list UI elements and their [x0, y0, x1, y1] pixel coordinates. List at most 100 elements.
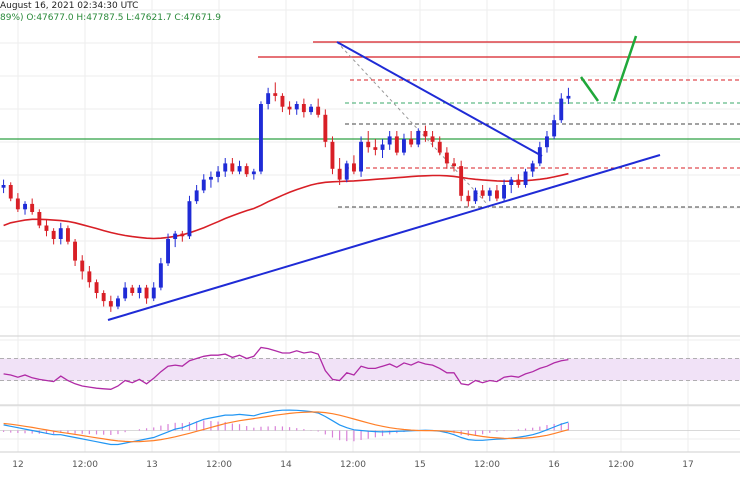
candle-body — [559, 98, 564, 121]
candle-body — [566, 95, 571, 99]
candle-body — [309, 106, 313, 113]
candle-body — [8, 185, 13, 199]
x-axis: 12 12:00 13 12:00 14 12:00 15 12:00 16 12:00 17 — [12, 460, 693, 470]
candle-body — [416, 131, 421, 145]
candle-body — [166, 239, 170, 264]
candle-body — [144, 287, 149, 299]
grid — [0, 0, 740, 453]
candle-body — [337, 168, 342, 180]
candle-body — [266, 93, 271, 104]
candle-body — [58, 228, 63, 239]
x-tick-label: 16 — [548, 460, 560, 470]
candles — [1, 82, 571, 312]
candle-body — [423, 131, 428, 137]
candle-body — [273, 93, 278, 96]
candle-body — [409, 139, 414, 145]
candle-body — [323, 114, 328, 142]
candle-body — [80, 260, 85, 272]
fib-diagonal — [336, 41, 489, 206]
candle-body — [344, 163, 349, 180]
candle-body — [373, 147, 378, 150]
rsi-line — [3, 346, 569, 390]
ascending-trendline — [107, 154, 661, 321]
candle-body — [502, 185, 506, 199]
candle-body — [216, 171, 220, 177]
candle-body — [151, 287, 156, 299]
candle-body — [158, 263, 163, 288]
projection-arrow — [612, 35, 638, 102]
x-tick-label: 15 — [414, 460, 425, 470]
candle-body — [402, 139, 406, 153]
candle-body — [1, 185, 6, 188]
candle-body — [251, 171, 256, 175]
candle-body — [30, 203, 35, 212]
candle-body — [444, 152, 449, 164]
candle-body — [73, 241, 77, 261]
trendlines — [107, 35, 661, 321]
candle-body — [66, 228, 70, 242]
timestamp: August 16, 2021 02:34:30 UTC — [0, 1, 139, 11]
candle-body — [137, 287, 142, 293]
candle-body — [430, 136, 435, 142]
candle-body — [23, 203, 27, 210]
candle-body — [194, 190, 199, 202]
candle-body — [509, 179, 514, 185]
ohlc-readout: 89%) O:47677.0 H:47787.5 L:47621.7 C:476… — [0, 13, 221, 23]
x-tick-label: 12:00 — [608, 460, 634, 470]
x-tick-label: 12:00 — [340, 460, 366, 470]
candle-body — [244, 166, 249, 175]
candle-body — [530, 163, 535, 172]
candle-body — [15, 198, 20, 210]
candle-body — [366, 141, 371, 148]
candle-body — [387, 136, 392, 145]
projection-arrow — [579, 76, 600, 102]
candle-body — [223, 163, 228, 172]
candle-body — [487, 190, 492, 196]
candle-body — [495, 190, 499, 199]
macd-panel — [0, 409, 740, 446]
candle-body — [116, 298, 120, 307]
candle-body — [359, 141, 363, 172]
candle-body — [130, 287, 135, 293]
candle-body — [94, 282, 99, 293]
descending-trendline — [336, 41, 543, 157]
candle-body — [230, 163, 235, 172]
candle-body — [108, 301, 113, 307]
candle-body — [44, 225, 49, 231]
candle-body — [201, 179, 206, 191]
candle-body — [187, 201, 192, 237]
moving-average — [3, 172, 569, 240]
candle-body — [473, 190, 478, 202]
candle-body — [452, 163, 456, 167]
candle-body — [523, 171, 528, 185]
candle-body — [516, 179, 521, 185]
candle-body — [101, 293, 106, 302]
candle-body — [87, 271, 92, 283]
candle-body — [352, 163, 356, 172]
candle-body — [180, 233, 185, 237]
horizontal-levels — [0, 41, 740, 208]
candle-body — [480, 190, 485, 196]
candle-body — [394, 136, 399, 153]
rsi-band — [0, 358, 740, 381]
candle-body — [280, 95, 285, 107]
x-tick-label: 13 — [146, 460, 157, 470]
candle-body — [237, 166, 242, 172]
candle-body — [380, 144, 385, 150]
candle-body — [545, 136, 549, 148]
candle-body — [209, 176, 213, 180]
candle-body — [552, 120, 557, 137]
candle-body — [287, 106, 292, 110]
candle-body — [330, 141, 335, 169]
candle-body — [259, 104, 263, 172]
x-tick-label: 12 — [12, 460, 23, 470]
candle-body — [173, 233, 178, 239]
candle-body — [294, 104, 299, 110]
candle-body — [459, 166, 464, 196]
signal-line — [3, 411, 569, 443]
x-tick-label: 17 — [682, 460, 693, 470]
candle-body — [37, 212, 42, 226]
x-tick-label: 12:00 — [474, 460, 500, 470]
candle-body — [466, 195, 471, 202]
